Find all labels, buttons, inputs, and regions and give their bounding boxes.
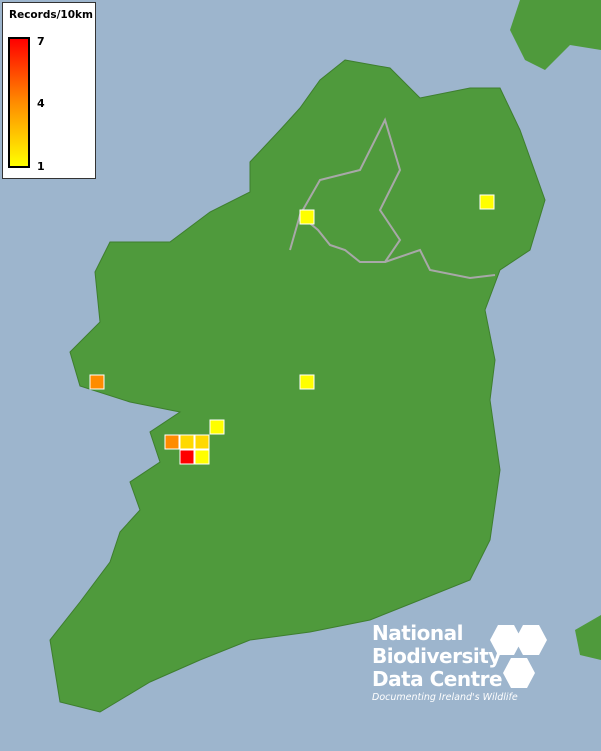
logo-line: Biodiversity	[372, 644, 501, 668]
legend-min-label: 1	[37, 160, 45, 173]
grid-cell[interactable]	[209, 419, 225, 435]
border-line	[289, 117, 402, 263]
grid-cell[interactable]	[194, 449, 210, 465]
logo-line: National	[372, 621, 463, 645]
color-ramp	[8, 37, 30, 168]
records-grid	[89, 194, 495, 465]
grid-cell[interactable]	[89, 374, 105, 390]
grid-cell[interactable]	[299, 374, 315, 390]
legend: Records/10km 7 4 1	[2, 2, 96, 179]
border-line	[384, 248, 496, 280]
grid-cell[interactable]	[299, 209, 315, 225]
grid-cell[interactable]	[164, 434, 180, 450]
grid-cell[interactable]	[179, 449, 195, 465]
grid-cell[interactable]	[479, 194, 495, 210]
legend-title: Records/10km	[9, 9, 93, 21]
logo-tagline: Documenting Ireland's Wildlife	[372, 692, 518, 703]
nbdc-logo: National Biodiversity Data Centre Docume…	[372, 621, 518, 704]
scotland-landmass	[510, 0, 601, 70]
logo-hexagons-icon	[490, 625, 547, 688]
legend-max-label: 7	[37, 35, 45, 48]
legend-mid-label: 4	[37, 97, 45, 110]
ireland-landmass	[49, 59, 546, 713]
grid-cell[interactable]	[179, 434, 195, 450]
logo-line: Data Centre	[372, 667, 503, 691]
wales-landmass	[575, 615, 601, 660]
grid-cell[interactable]	[194, 434, 210, 450]
